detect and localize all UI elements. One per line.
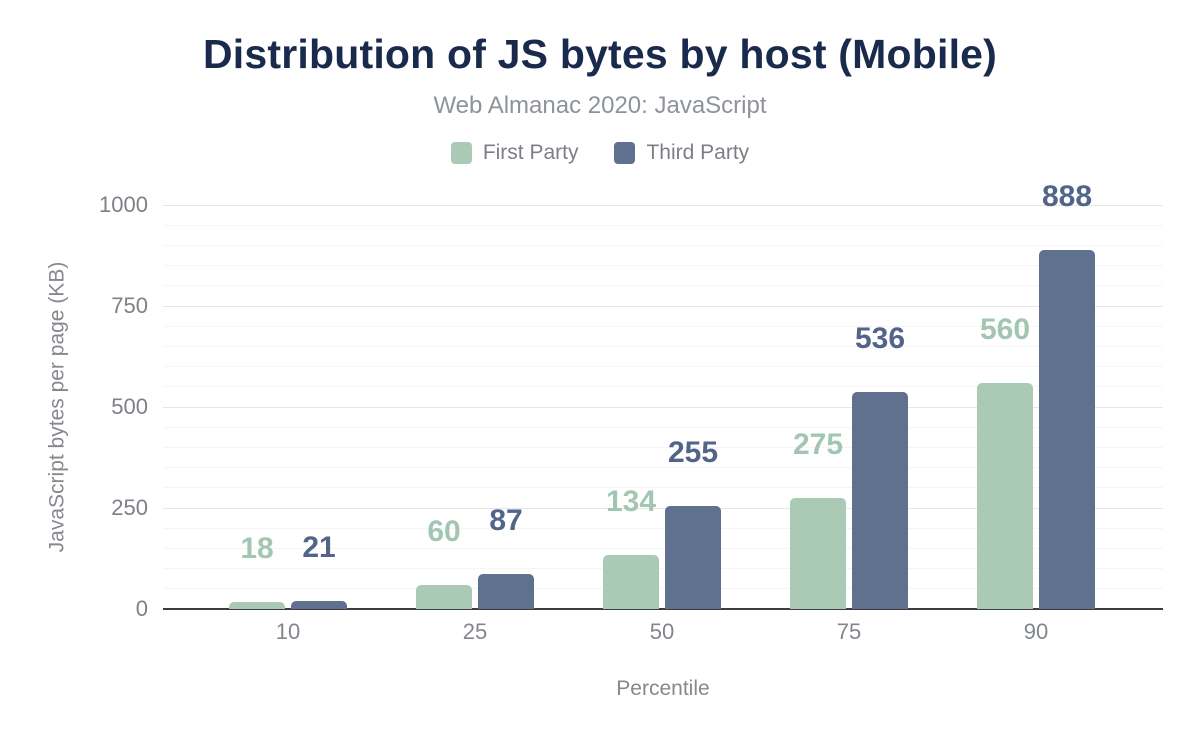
gridline <box>163 204 1163 206</box>
y-tick-label: 250 <box>111 495 148 520</box>
x-axis-title: Percentile <box>616 677 710 700</box>
bar-value-label: 255 <box>667 435 719 469</box>
bar-value-label: 21 <box>302 530 336 564</box>
bar[interactable] <box>291 600 347 609</box>
gridline <box>163 467 1163 469</box>
bar-value-label: 18 <box>240 531 274 565</box>
plot-area: JavaScript bytes per page (KB) Percentil… <box>45 180 1163 700</box>
y-axis-title: JavaScript bytes per page (KB) <box>45 261 69 553</box>
bar-group: 560 888 <box>977 180 1095 609</box>
legend-item-third-party: Third Party <box>614 141 749 165</box>
gridline <box>163 265 1163 267</box>
gridline <box>163 547 1163 549</box>
chart-subtitle: Web Almanac 2020: JavaScript <box>433 92 767 119</box>
bar-value-label: 275 <box>792 427 844 461</box>
bar-value-label: 560 <box>979 312 1031 346</box>
bar-group: 134 255 <box>603 205 721 609</box>
x-tick-label: 50 <box>649 619 675 644</box>
bar-value-label: 888 <box>1041 180 1093 214</box>
bar-group: 275 536 <box>790 205 908 609</box>
third-party-swatch-icon <box>614 142 636 164</box>
x-tick-label: 90 <box>1023 619 1049 644</box>
gridline <box>163 224 1163 226</box>
gridline <box>163 527 1163 529</box>
bar-value-label: 87 <box>489 503 523 537</box>
bar[interactable] <box>1039 250 1095 609</box>
legend-label: First Party <box>482 141 579 164</box>
bar[interactable] <box>603 554 659 609</box>
gridline <box>163 386 1163 388</box>
x-axis-line <box>163 608 1163 610</box>
chart-title: Distribution of JS bytes by host (Mobile… <box>202 31 998 77</box>
legend-item-first-party: First Party <box>450 141 579 165</box>
bar[interactable] <box>977 382 1033 609</box>
gridline <box>163 406 1163 408</box>
y-tick-label: 1000 <box>99 192 148 217</box>
bar-value-label: 134 <box>605 484 657 518</box>
y-tick-label: 750 <box>111 293 148 318</box>
bar[interactable] <box>790 497 846 609</box>
gridline <box>163 588 1163 590</box>
legend: First Party Third Party <box>0 141 1200 165</box>
bar[interactable] <box>852 392 908 609</box>
gridline <box>163 366 1163 368</box>
bar[interactable] <box>229 601 285 609</box>
bar-group: 60 87 <box>416 205 534 609</box>
y-tick-label: 500 <box>111 394 148 419</box>
gridline <box>163 446 1163 448</box>
gridline <box>163 345 1163 347</box>
bar[interactable] <box>665 505 721 609</box>
x-tick-label: 25 <box>462 619 488 644</box>
gridline <box>163 487 1163 489</box>
gridline <box>163 305 1163 307</box>
bar[interactable] <box>416 584 472 609</box>
gridline <box>163 325 1163 327</box>
x-tick-label: 10 <box>275 619 301 644</box>
legend-label: Third Party <box>646 141 750 164</box>
y-tick-label: 0 <box>135 596 148 621</box>
bar-value-label: 60 <box>427 514 461 548</box>
gridline <box>163 507 1163 509</box>
bar[interactable] <box>478 573 534 609</box>
gridline <box>163 568 1163 570</box>
bar-group: 18 21 <box>229 205 347 609</box>
bar-value-label: 536 <box>854 322 906 356</box>
gridline <box>163 426 1163 428</box>
gridline <box>163 244 1163 246</box>
gridline <box>163 285 1163 287</box>
x-tick-label: 75 <box>836 619 862 644</box>
first-party-swatch-icon <box>450 142 472 164</box>
